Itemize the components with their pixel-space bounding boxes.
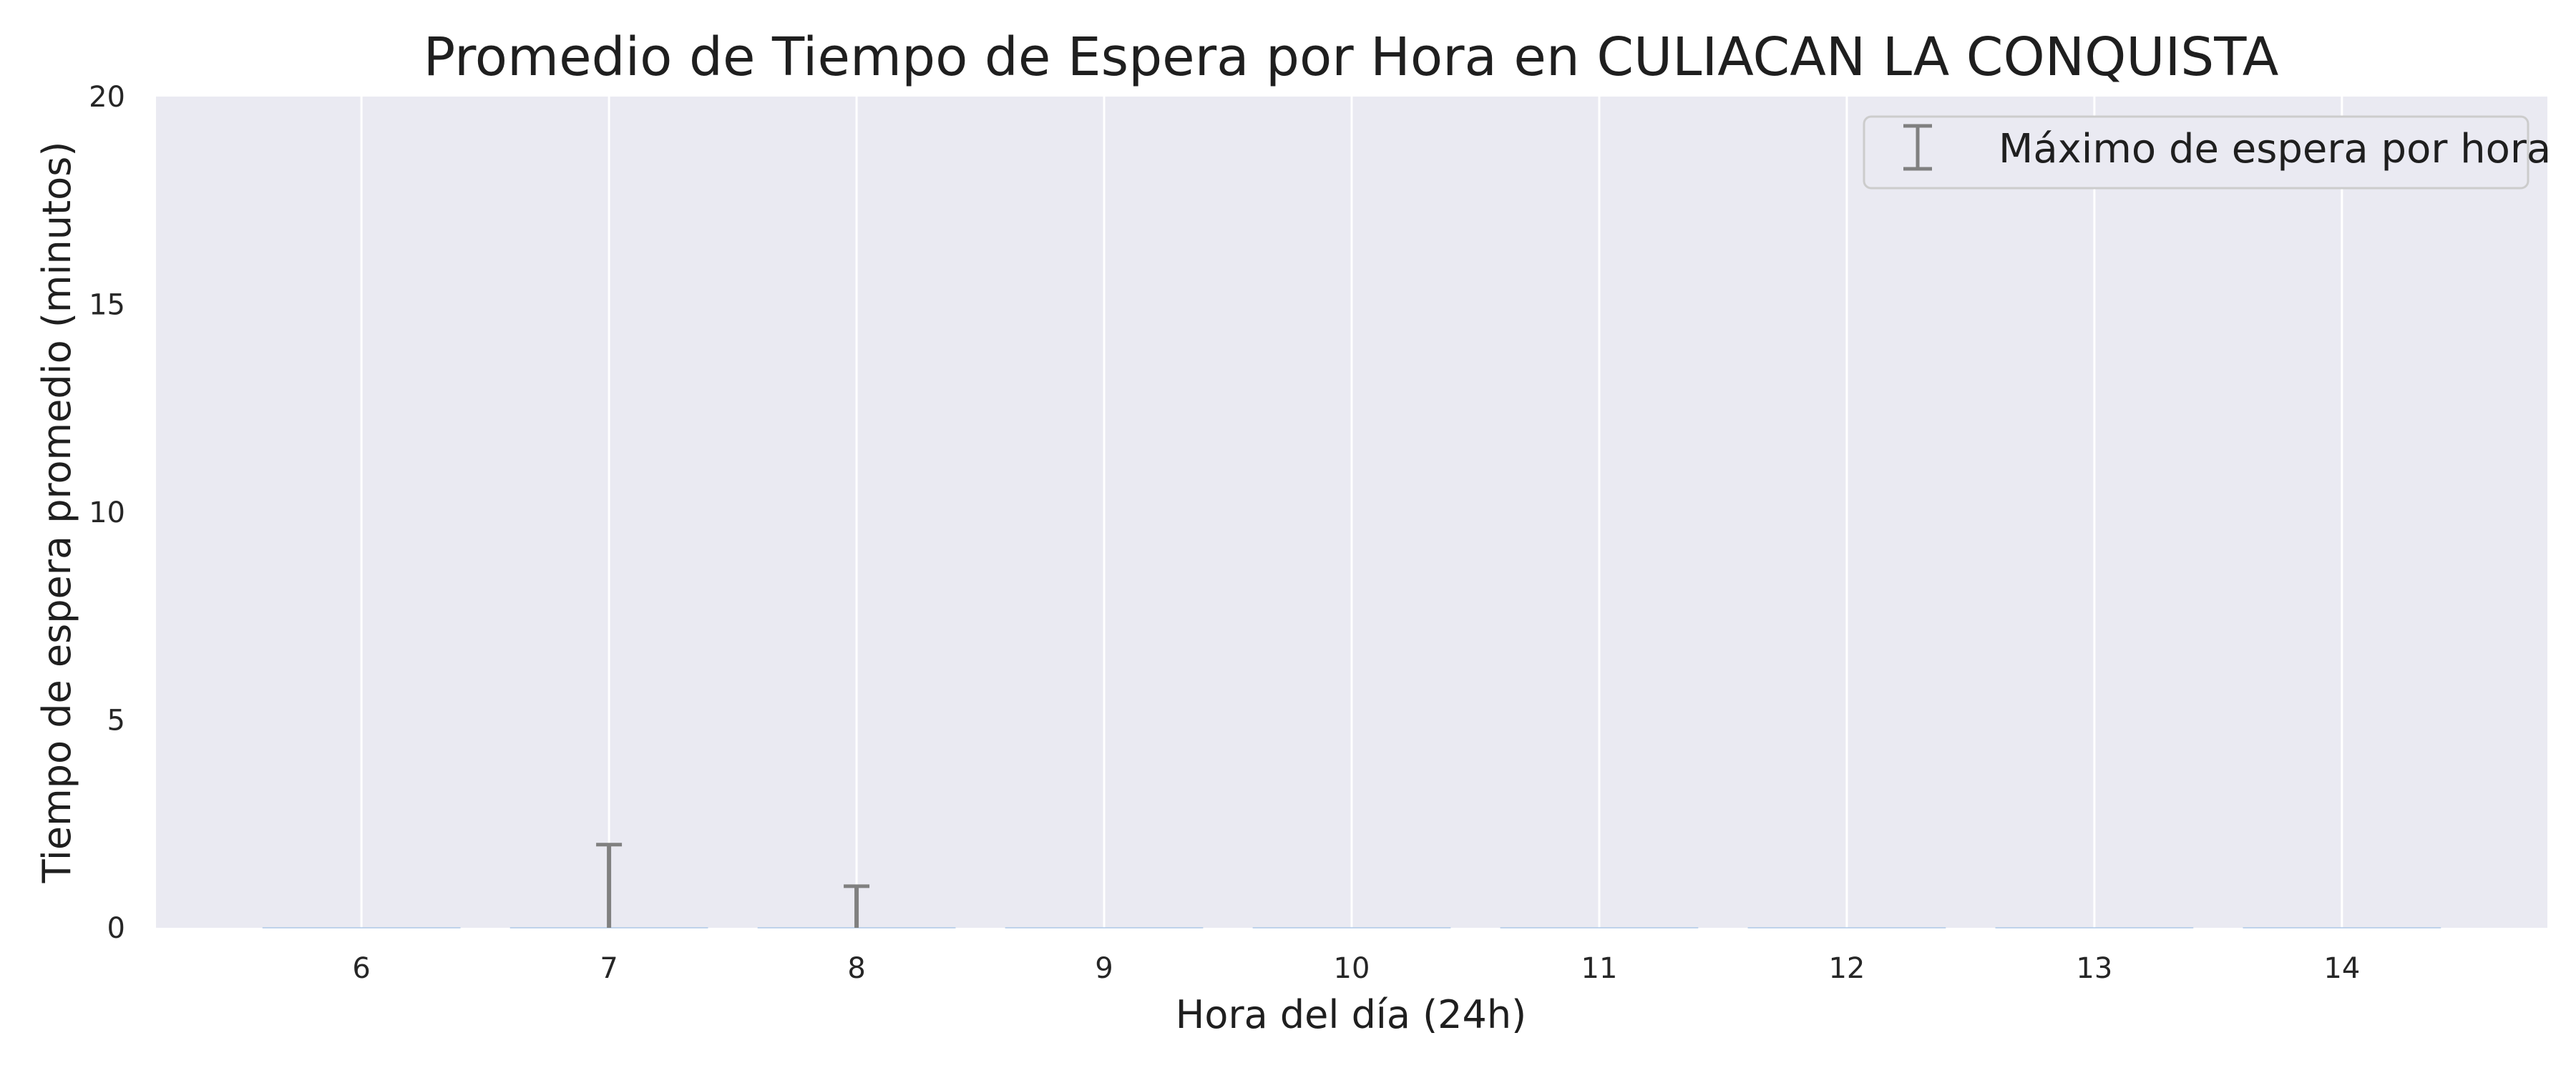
error-bar-mark <box>844 884 870 928</box>
grid-layer <box>360 97 2343 928</box>
bar-mark <box>2243 927 2441 929</box>
legend-errorbar-icon <box>1903 124 1932 171</box>
x-tick-label: 13 <box>2076 952 2112 985</box>
legend-box <box>1863 115 2529 190</box>
x-tick-label: 9 <box>1095 952 1113 985</box>
error-bar-mark <box>596 843 623 928</box>
x-tick-label: 14 <box>2323 952 2360 985</box>
x-axis-label: Hora del día (24h) <box>1176 992 1526 1037</box>
x-tick-layer: 6 7 8 9 10 11 12 13 14 <box>352 952 2360 985</box>
error-layer <box>596 843 870 928</box>
x-tick-label: 11 <box>1581 952 1618 985</box>
y-tick-label: 10 <box>89 496 125 529</box>
bar-mark <box>1252 927 1451 929</box>
bar-mark <box>1500 927 1699 929</box>
x-tick-label: 6 <box>352 952 370 985</box>
y-tick-layer: 0 5 10 15 20 <box>89 81 125 945</box>
y-tick-label: 5 <box>107 705 125 738</box>
y-tick-label: 15 <box>89 289 125 322</box>
y-axis-label: Tiempo de espera promedio (minutos) <box>34 142 79 884</box>
bar-mark <box>1995 927 2194 929</box>
legend-entry-label: Máximo de espera por hora <box>1999 126 2551 172</box>
bar-mark <box>1005 927 1204 929</box>
x-tick-label: 12 <box>1828 952 1865 985</box>
x-tick-label: 10 <box>1334 952 1370 985</box>
bar-mark <box>262 927 461 929</box>
bar-mark <box>1747 927 1946 929</box>
bar-layer <box>262 927 2441 929</box>
y-tick-label: 20 <box>89 81 125 114</box>
chart-title: Promedio de Tiempo de Espera por Hora en… <box>424 26 2279 88</box>
y-tick-label: 0 <box>107 912 125 945</box>
x-tick-label: 7 <box>600 952 618 985</box>
x-tick-label: 8 <box>847 952 865 985</box>
legend: Máximo de espera por hora <box>1863 115 2551 190</box>
